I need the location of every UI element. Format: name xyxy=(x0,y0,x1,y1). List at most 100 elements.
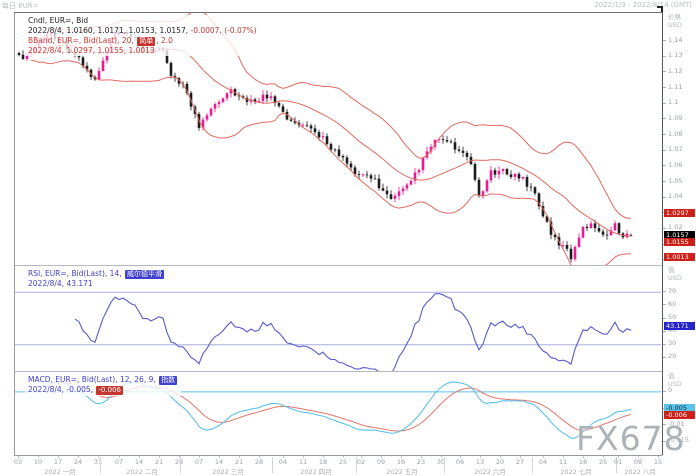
day-label: 21 xyxy=(154,458,164,466)
axis-tick xyxy=(663,71,666,72)
bband-ma-type-chip[interactable]: 简单 xyxy=(137,36,156,46)
axis-tick-label: 1.09 xyxy=(668,114,683,122)
axis-tick xyxy=(663,181,666,182)
day-label: 09 xyxy=(376,458,386,466)
axis-tick xyxy=(663,331,666,332)
axis-value-box: 1.0297 xyxy=(664,209,695,217)
price-legend-line2: 2022/8/4, 1.0160, 1.0171, 1.0153, 1.0157… xyxy=(28,26,257,36)
axis-tick-label: -0.01 xyxy=(668,420,685,428)
month-separator xyxy=(180,457,181,473)
day-label: 20 xyxy=(495,458,505,466)
axis-tick xyxy=(663,103,666,104)
day-tick xyxy=(520,456,521,458)
day-tick xyxy=(480,456,481,458)
month-label: 2022 七月 xyxy=(560,468,592,476)
rsi-axis-unit: USD xyxy=(668,273,682,282)
macd-panel[interactable]: MACD, EUR=, Bid(Last), 12, 26, 9, 指数 202… xyxy=(15,372,662,456)
macd-legend-line1: MACD, EUR=, Bid(Last), 12, 26, 9, 指数 xyxy=(28,375,178,385)
macd-ma-type-chip[interactable]: 指数 xyxy=(159,376,178,385)
day-label: 11 xyxy=(298,458,308,466)
day-label: 18 xyxy=(318,458,328,466)
chart-plot-area: Cndl, EUR=, Bid 2022/8/4, 1.0160, 1.0171… xyxy=(14,6,663,456)
macd-axis[interactable]: 值 USD 0-0.005-0.01-0.015-0.005-0.006 xyxy=(662,371,696,455)
axis-tick-label: 50 xyxy=(668,313,677,321)
axis-tick xyxy=(663,291,666,292)
bband-legend-line2: 2022/8/4, 1.0297, 1.0155, 1.0013 xyxy=(28,45,155,55)
day-label: 17 xyxy=(53,458,63,466)
axis-tick-label: 1.02 xyxy=(668,223,683,231)
day-label: 14 xyxy=(214,458,224,466)
rsi-axis[interactable]: 值 USD 70 60 50 40 30 20 43.171 xyxy=(662,265,696,371)
axis-tick xyxy=(663,150,666,151)
macd-params: MACD, EUR=, Bid(Last), 12, 26, 9, xyxy=(28,375,159,384)
macd-legend: MACD, EUR=, Bid(Last), 12, 26, 9, 指数 202… xyxy=(25,374,182,396)
rsi-smoothing-chip[interactable]: 威尔德平滑 xyxy=(125,270,164,279)
price-axis-title: 价格 xyxy=(668,13,681,21)
time-axis[interactable]: 2022 一月 03 10 17 24 31 2022 二月 07 14 21 28 2022 三月 0… xyxy=(14,455,663,476)
axis-value-box: -0.005 xyxy=(664,404,695,412)
day-tick xyxy=(618,456,619,458)
day-tick xyxy=(421,456,422,458)
day-tick xyxy=(38,456,39,458)
rsi-axis-title: 值 xyxy=(668,266,675,274)
rsi-panel[interactable]: RSI, EUR=, Bid(Last), 14, 威尔德平滑 2022/8/4… xyxy=(15,266,662,372)
rsi-axis-header: 值 USD xyxy=(668,266,682,283)
axis-value-box: 1.0013 xyxy=(664,253,695,261)
day-tick xyxy=(441,456,442,458)
day-label: 18 xyxy=(578,458,588,466)
month-separator xyxy=(444,457,445,473)
month-separator xyxy=(100,457,101,473)
day-label: 13 xyxy=(475,458,485,466)
day-label: 15 xyxy=(653,458,663,466)
macd-legend-line2: 2022/8/4, -0.005, -0.006 xyxy=(28,385,178,395)
axis-tick xyxy=(663,56,666,57)
bband-params: BBand, EUR=, Bid(Last), 20, xyxy=(28,35,137,45)
bband-stdev: , 2.0 xyxy=(156,35,173,45)
axis-tick xyxy=(663,344,666,345)
axis-value-box: 43.171 xyxy=(664,322,695,330)
macd-axis-unit: USD xyxy=(668,379,682,388)
axis-tick-label: 70 xyxy=(668,287,677,295)
day-tick xyxy=(98,456,99,458)
axis-tick xyxy=(663,228,666,229)
axis-tick xyxy=(663,424,666,425)
day-tick xyxy=(343,456,344,458)
axis-tick xyxy=(663,134,666,135)
rsi-params: RSI, EUR=, Bid(Last), 14, xyxy=(28,269,124,278)
day-tick xyxy=(658,456,659,458)
day-label: 06 xyxy=(455,458,465,466)
day-tick xyxy=(259,456,260,458)
axis-tick-label: 1.04 xyxy=(668,192,683,200)
price-legend: Cndl, EUR=, Bid 2022/8/4, 1.0160, 1.0171… xyxy=(25,15,260,57)
price-panel[interactable]: Cndl, EUR=, Bid 2022/8/4, 1.0160, 1.0171… xyxy=(15,13,662,266)
month-label: 2022 六月 xyxy=(474,468,506,476)
day-label: 16 xyxy=(396,458,406,466)
day-label: 23 xyxy=(416,458,426,466)
day-tick xyxy=(323,456,324,458)
axis-tick-label: 20 xyxy=(668,352,677,360)
day-tick xyxy=(78,456,79,458)
axis-tick xyxy=(663,357,666,358)
axis-tick xyxy=(663,441,666,442)
axis-tick-label: 1.14 xyxy=(668,36,683,44)
day-tick xyxy=(361,456,362,458)
month-label: 2022 三月 xyxy=(212,468,244,476)
day-tick xyxy=(563,456,564,458)
day-tick xyxy=(219,456,220,458)
axis-value-box: -0.006 xyxy=(664,411,695,419)
price-axis[interactable]: 价格 USD 1.14 1.13 1.12 1.11 1.1 1.09 1.08 1.07 1.… xyxy=(662,12,696,265)
rsi-legend-line1: RSI, EUR=, Bid(Last), 14, 威尔德平滑 xyxy=(28,269,165,279)
axis-tick-label: 1.12 xyxy=(668,67,683,75)
axis-tick-label: 1.1 xyxy=(668,98,679,106)
ohlc-values: 2022/8/4, 1.0160, 1.0171, 1.0153, 1.0157… xyxy=(28,25,189,35)
chart-interval-symbol[interactable]: 每日 EUR= xyxy=(2,2,39,10)
day-tick xyxy=(381,456,382,458)
day-label: 21 xyxy=(234,458,244,466)
day-tick xyxy=(460,456,461,458)
month-separator xyxy=(356,457,357,473)
rsi-legend: RSI, EUR=, Bid(Last), 14, 威尔德平滑 2022/8/4… xyxy=(25,268,168,290)
axis-tick xyxy=(663,118,666,119)
axis-tick xyxy=(663,318,666,319)
axis-tick-label: 1.06 xyxy=(668,161,683,169)
axis-tick-label: 30 xyxy=(668,339,677,347)
